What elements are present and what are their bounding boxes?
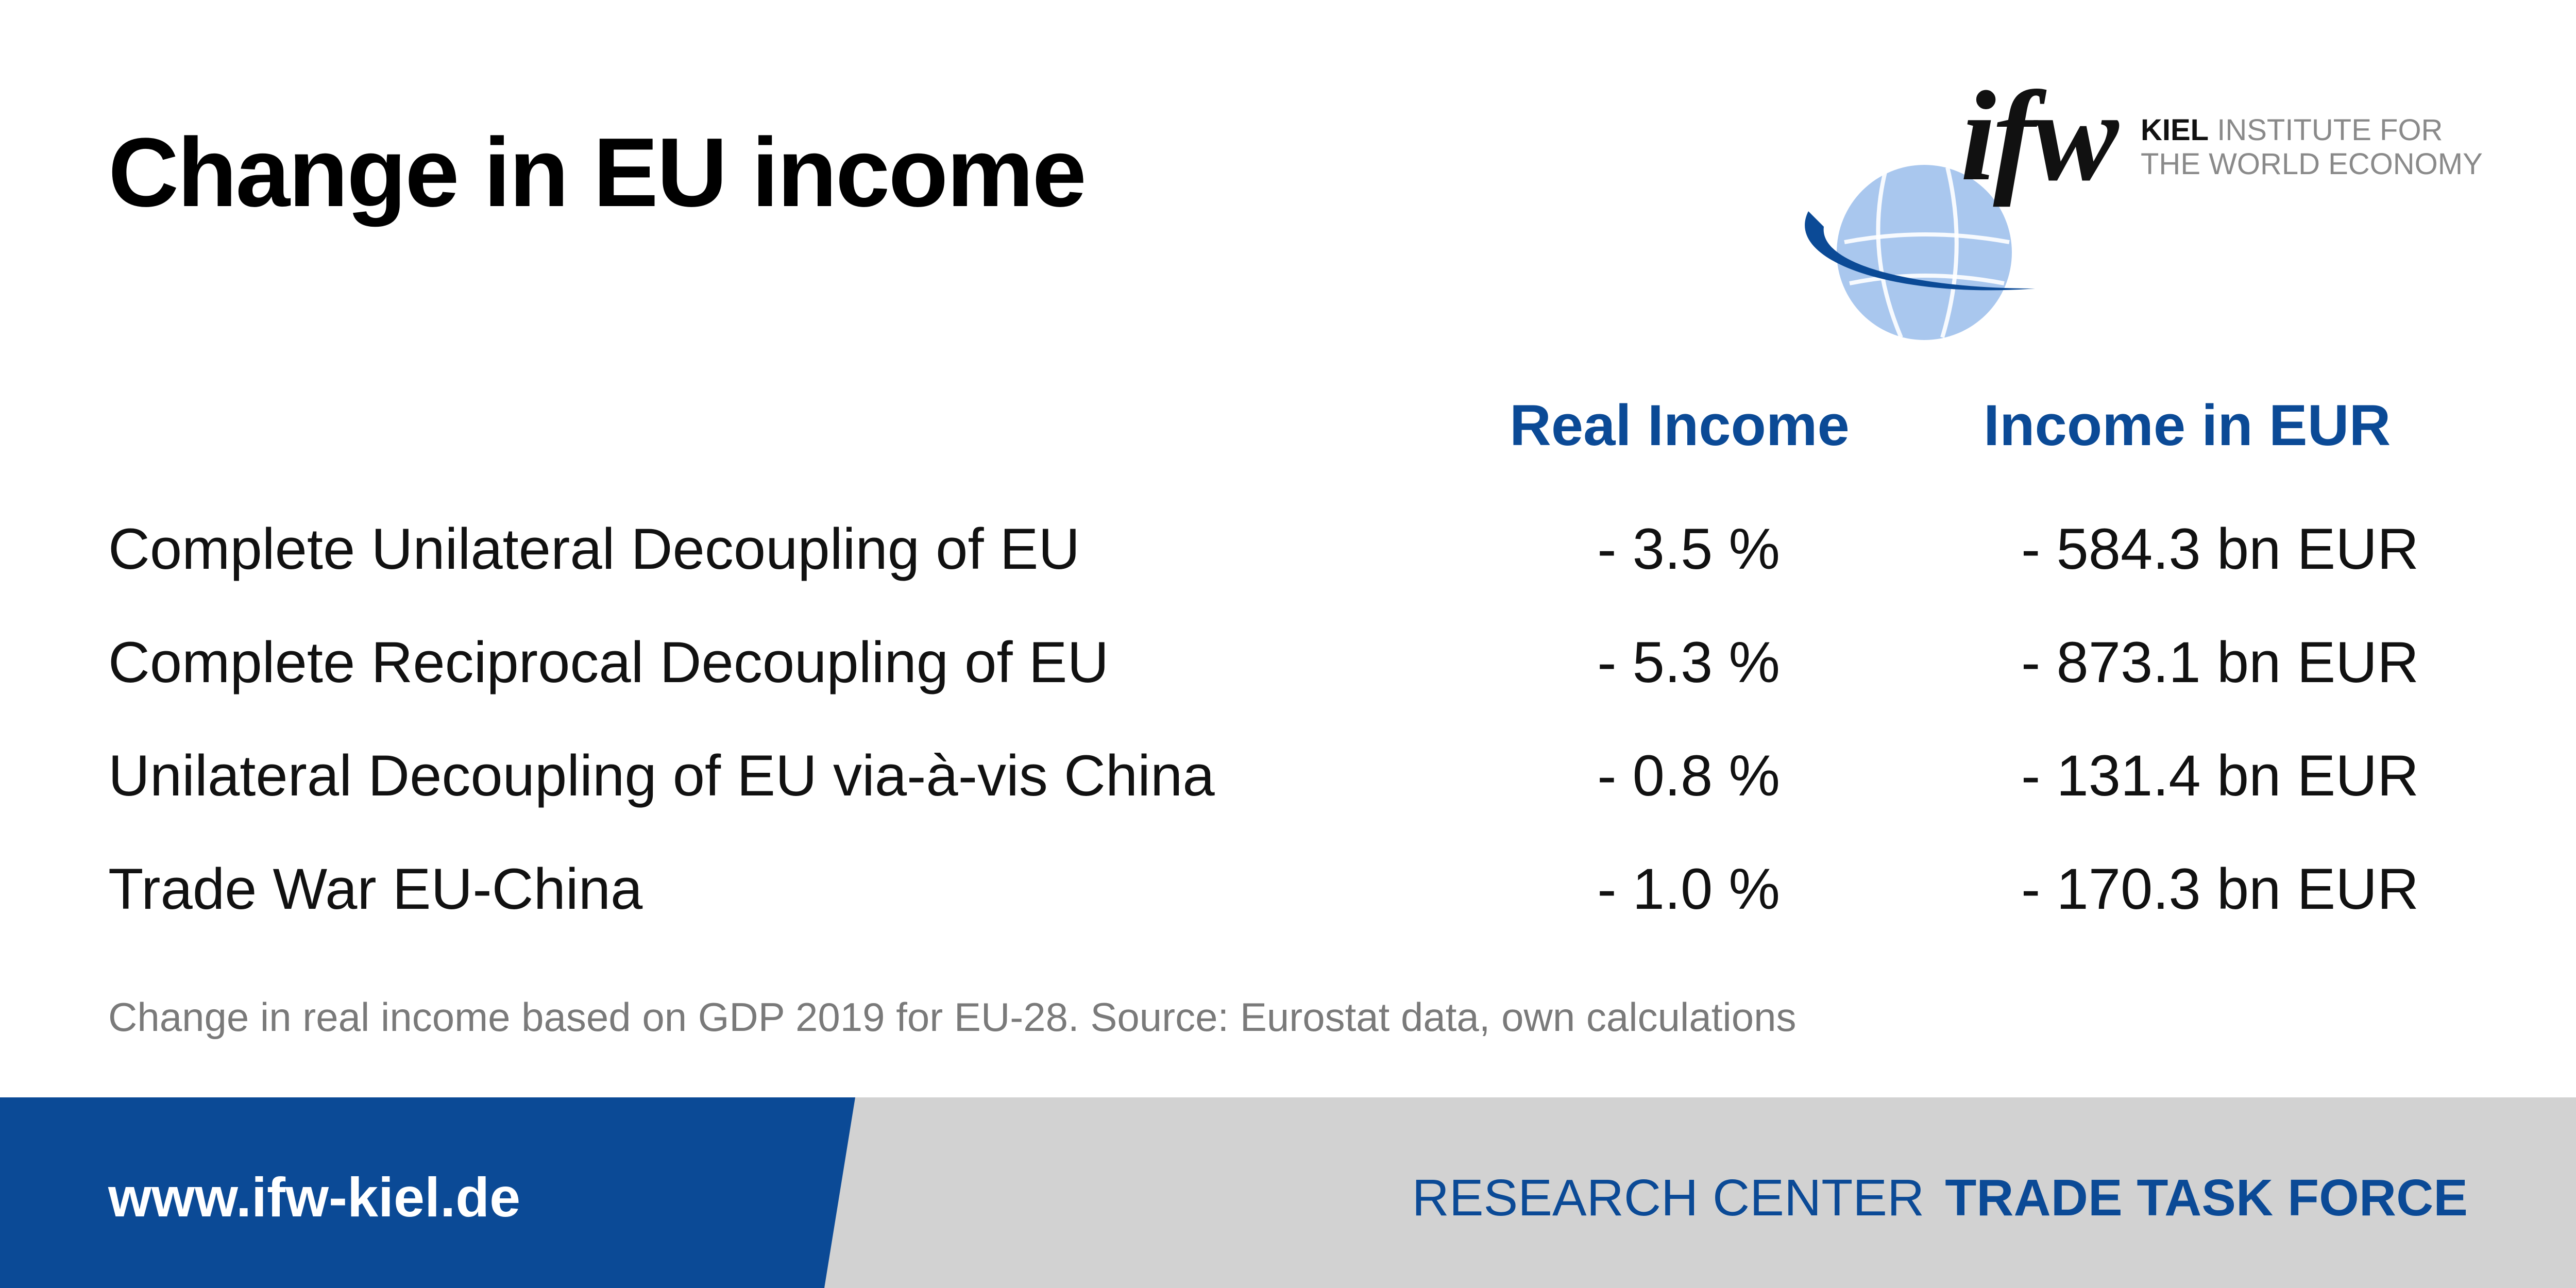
row-real-income: - 0.8 % (1597, 743, 1780, 808)
source-footnote: Change in real income based on GDP 2019 … (108, 994, 1797, 1040)
row-label: Complete Unilateral Decoupling of EU (108, 517, 1080, 581)
table-row: Complete Unilateral Decoupling of EU - 3… (0, 520, 2576, 587)
row-income-eur: - 873.1 bn EUR (2021, 630, 2419, 694)
table-row: Unilateral Decoupling of EU via-à-vis Ch… (0, 747, 2576, 814)
footer-blue-panel (0, 1097, 855, 1288)
row-real-income: - 3.5 % (1597, 517, 1780, 581)
institute-line-1: KIEL INSTITUTE FOR (2141, 113, 2443, 147)
header-income-eur: Income in EUR (1984, 393, 2391, 457)
row-income-eur: - 170.3 bn EUR (2021, 857, 2419, 921)
row-real-income: - 1.0 % (1597, 857, 1780, 921)
trade-task-force-text: TRADE TASK FORCE (1945, 1169, 2468, 1227)
row-label: Trade War EU-China (108, 857, 643, 921)
ifw-logo[interactable]: ifw KIEL INSTITUTE FOR THE WORLD ECONOMY (1798, 72, 2488, 340)
table-row: Trade War EU-China - 1.0 % - 170.3 bn EU… (0, 860, 2576, 927)
research-center-text: RESEARCH CENTER (1412, 1169, 1925, 1227)
row-label: Unilateral Decoupling of EU via-à-vis Ch… (108, 743, 1215, 808)
row-real-income: - 5.3 % (1597, 630, 1780, 694)
footer-bar: www.ifw-kiel.de RESEARCH CENTER TRADE TAS… (0, 1097, 2576, 1288)
header-real-income: Real Income (1510, 393, 1850, 457)
row-income-eur: - 584.3 bn EUR (2021, 517, 2419, 581)
ifw-wordmark: ifw (1960, 65, 2119, 208)
research-center-label: RESEARCH CENTER TRADE TASK FORCE (1412, 1172, 2468, 1224)
table-row: Complete Reciprocal Decoupling of EU - 5… (0, 634, 2576, 701)
page-title: Change in EU income (108, 118, 1087, 227)
row-income-eur: - 131.4 bn EUR (2021, 743, 2419, 808)
institute-line-2: THE WORLD ECONOMY (2141, 147, 2483, 181)
institute-name: KIEL INSTITUTE FOR THE WORLD ECONOMY (2141, 113, 2483, 181)
row-label: Complete Reciprocal Decoupling of EU (108, 630, 1109, 694)
globe-icon (1805, 165, 2035, 340)
website-link[interactable]: www.ifw-kiel.de (108, 1166, 521, 1228)
